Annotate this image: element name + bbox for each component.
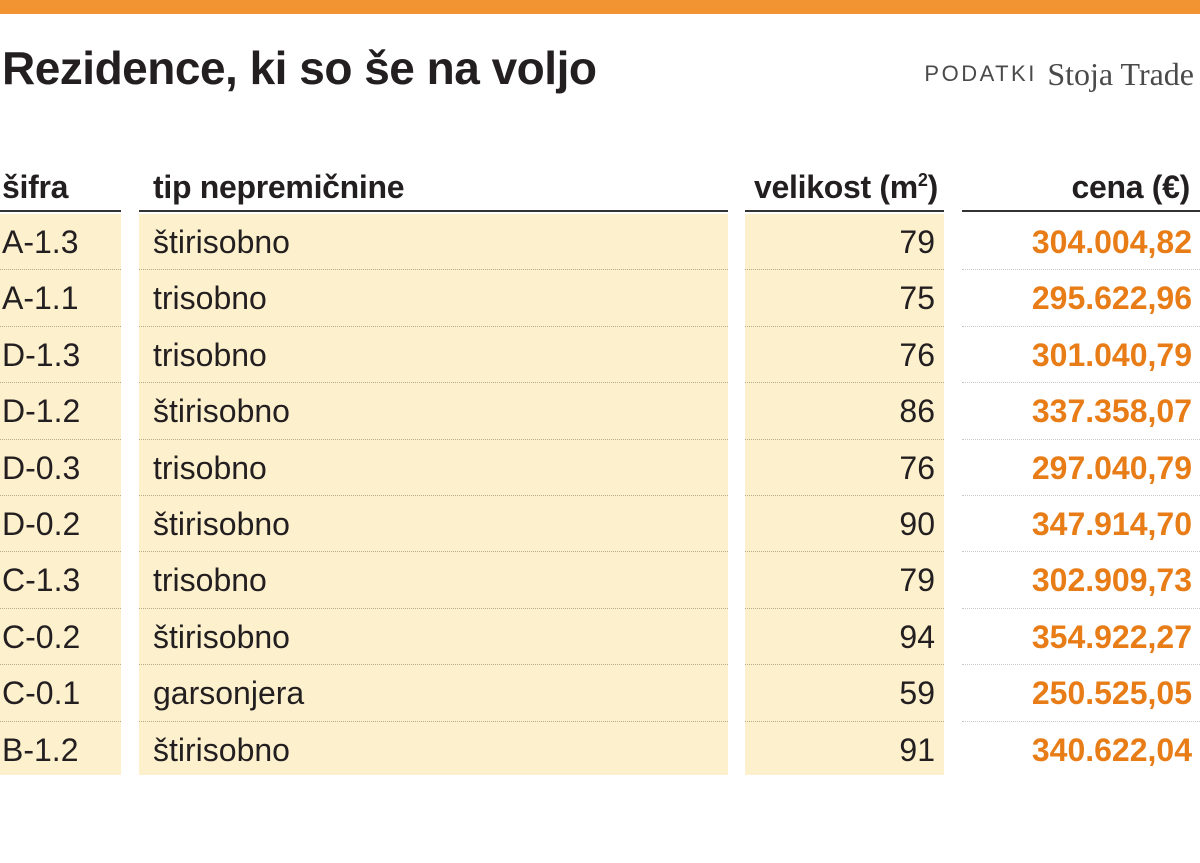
cell-type: štirisobno — [153, 731, 290, 768]
cell-price: 295.622,96 — [962, 270, 1200, 327]
cell-code: D-1.3 — [0, 327, 121, 384]
cell-type: trisobno — [139, 327, 728, 384]
cell-size: 90 — [745, 496, 944, 553]
cell-size: 86 — [745, 383, 944, 440]
column-header-size-text: velikost (m — [754, 169, 918, 205]
table-row: D-0.2 štirisobno 90 347.914,70 — [0, 496, 1200, 553]
cell-size: 75 — [745, 270, 944, 327]
cell-price: 301.040,79 — [962, 327, 1200, 384]
column-header-size-close: ) — [927, 169, 939, 205]
cell-code: D-0.2 — [0, 496, 121, 553]
table-row: C-0.1 garsonjera 59 250.525,05 — [0, 665, 1200, 722]
table-body: A-1.3 štirisobno 79 304.004,82 A-1.1 trisobno… — [0, 214, 1200, 778]
table-row: C-0.2 štirisobno 94 354.922,27 — [0, 609, 1200, 666]
cell-code: A-1.1 — [0, 270, 121, 327]
column-header-size: velikost (m2) — [754, 168, 938, 206]
header-rule-type — [139, 210, 728, 212]
table-row: D-1.2 štirisobno 86 337.358,07 — [0, 383, 1200, 440]
table-row: A-1.3 štirisobno 79 304.004,82 — [0, 214, 1200, 271]
column-header-type: tip nepremičnine — [153, 169, 405, 205]
source-name: Stoja Trade — [1047, 56, 1194, 92]
cell-type: štirisobno — [139, 214, 728, 271]
table-row: B-1.2 štirisobno 91 340.622,04 — [0, 722, 1200, 778]
cell-type: trisobno — [139, 552, 728, 609]
cell-type: trisobno — [139, 440, 728, 496]
cell-code: D-0.3 — [0, 440, 121, 496]
cell-code: C-0.1 — [0, 665, 121, 722]
cell-price: 354.922,27 — [962, 609, 1200, 666]
cell-size: 76 — [745, 327, 944, 384]
accent-bar — [0, 0, 1200, 14]
cell-price: 250.525,05 — [962, 665, 1200, 722]
cell-size: 94 — [745, 609, 944, 666]
cell-type: štirisobno — [139, 496, 728, 553]
cell-code: D-1.2 — [0, 383, 121, 440]
column-header-size-superscript: 2 — [917, 170, 928, 190]
column-header-code: šifra — [2, 169, 69, 205]
size-column-background — [745, 214, 944, 775]
header-rule-code — [0, 210, 121, 212]
cell-size: 79 — [745, 214, 944, 271]
chart-title: Rezidence, ki so še na voljo — [2, 42, 597, 94]
cell-price: 337.358,07 — [962, 383, 1200, 440]
table-row: C-1.3 trisobno 79 302.909,73 — [0, 552, 1200, 609]
type-column-background — [139, 214, 728, 775]
cell-price: 304.004,82 — [962, 214, 1200, 271]
cell-price: 302.909,73 — [962, 552, 1200, 609]
source-label: PODATKI — [924, 61, 1037, 86]
table-row: A-1.1 trisobno 75 295.622,96 — [0, 270, 1200, 327]
cell-size: 91 — [899, 731, 935, 768]
cell-code: A-1.3 — [0, 214, 121, 271]
cell-price: 340.622,04 — [1031, 731, 1192, 768]
cell-price: 297.040,79 — [962, 440, 1200, 496]
cell-code: C-1.3 — [0, 552, 121, 609]
table-row: D-0.3 trisobno 76 297.040,79 — [0, 440, 1200, 496]
cell-price: 347.914,70 — [962, 496, 1200, 553]
header-rule-size — [745, 210, 944, 212]
cell-size: 76 — [745, 440, 944, 496]
code-column-background — [0, 214, 121, 775]
header-rule-price — [962, 210, 1200, 212]
table-row: D-1.3 trisobno 76 301.040,79 — [0, 327, 1200, 384]
cell-code: C-0.2 — [0, 609, 121, 666]
source-credit: PODATKI Stoja Trade — [924, 54, 1194, 94]
cell-type: garsonjera — [139, 665, 728, 722]
cell-code: B-1.2 — [2, 731, 79, 768]
column-header-price: cena (€) — [1071, 169, 1190, 205]
cell-type: štirisobno — [139, 383, 728, 440]
cell-type: štirisobno — [139, 609, 728, 666]
cell-size: 59 — [745, 665, 944, 722]
cell-size: 79 — [745, 552, 944, 609]
cell-type: trisobno — [139, 270, 728, 327]
